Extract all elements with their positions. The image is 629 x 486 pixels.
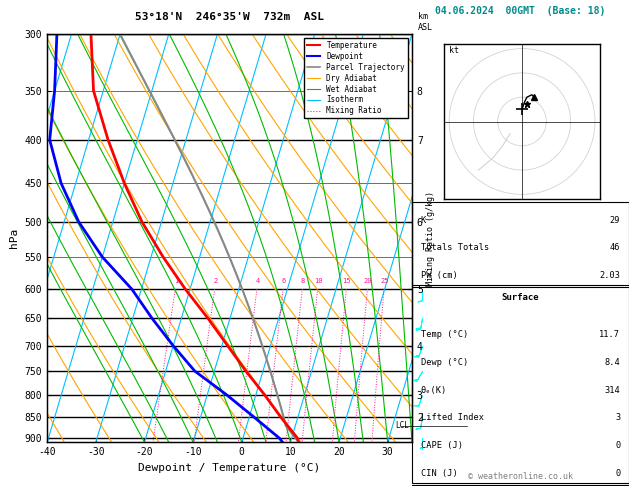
Text: Dewp (°C): Dewp (°C) xyxy=(421,358,468,367)
Text: 0: 0 xyxy=(615,469,620,478)
Text: K: K xyxy=(421,216,426,225)
Text: 2.03: 2.03 xyxy=(599,271,620,280)
Bar xyxy=(412,202,629,285)
Text: 46: 46 xyxy=(610,243,620,252)
Text: 314: 314 xyxy=(604,386,620,395)
Text: 1: 1 xyxy=(174,278,178,284)
Text: CAPE (J): CAPE (J) xyxy=(421,441,463,450)
Text: PW (cm): PW (cm) xyxy=(421,271,457,280)
Text: 6: 6 xyxy=(282,278,286,284)
Text: Temp (°C): Temp (°C) xyxy=(421,330,468,339)
Bar xyxy=(412,485,629,486)
Text: θₑ(K): θₑ(K) xyxy=(421,386,447,395)
Text: 8.4: 8.4 xyxy=(604,358,620,367)
Text: 25: 25 xyxy=(380,278,389,284)
Bar xyxy=(412,287,629,483)
Text: km
ASL: km ASL xyxy=(418,12,433,32)
Text: 0: 0 xyxy=(615,441,620,450)
Text: © weatheronline.co.uk: © weatheronline.co.uk xyxy=(468,472,573,481)
Text: 8: 8 xyxy=(301,278,305,284)
Text: 3: 3 xyxy=(615,413,620,422)
Y-axis label: Mixing Ratio (g/kg): Mixing Ratio (g/kg) xyxy=(425,191,435,286)
Text: 2: 2 xyxy=(213,278,218,284)
Text: Totals Totals: Totals Totals xyxy=(421,243,489,252)
Text: 20: 20 xyxy=(364,278,372,284)
Text: Lifted Index: Lifted Index xyxy=(421,413,484,422)
Text: 4: 4 xyxy=(255,278,260,284)
Text: 53°18'N  246°35'W  732m  ASL: 53°18'N 246°35'W 732m ASL xyxy=(135,12,324,22)
Text: 11.7: 11.7 xyxy=(599,330,620,339)
Text: Surface: Surface xyxy=(502,293,539,302)
Y-axis label: hPa: hPa xyxy=(9,228,19,248)
Text: kt: kt xyxy=(449,47,459,55)
Text: LCL: LCL xyxy=(395,421,409,430)
Text: 29: 29 xyxy=(610,216,620,225)
Text: 15: 15 xyxy=(343,278,351,284)
X-axis label: Dewpoint / Temperature (°C): Dewpoint / Temperature (°C) xyxy=(138,463,321,473)
Text: CIN (J): CIN (J) xyxy=(421,469,457,478)
Text: 04.06.2024  00GMT  (Base: 18): 04.06.2024 00GMT (Base: 18) xyxy=(435,6,606,16)
Legend: Temperature, Dewpoint, Parcel Trajectory, Dry Adiabat, Wet Adiabat, Isotherm, Mi: Temperature, Dewpoint, Parcel Trajectory… xyxy=(304,38,408,119)
Text: 10: 10 xyxy=(314,278,323,284)
